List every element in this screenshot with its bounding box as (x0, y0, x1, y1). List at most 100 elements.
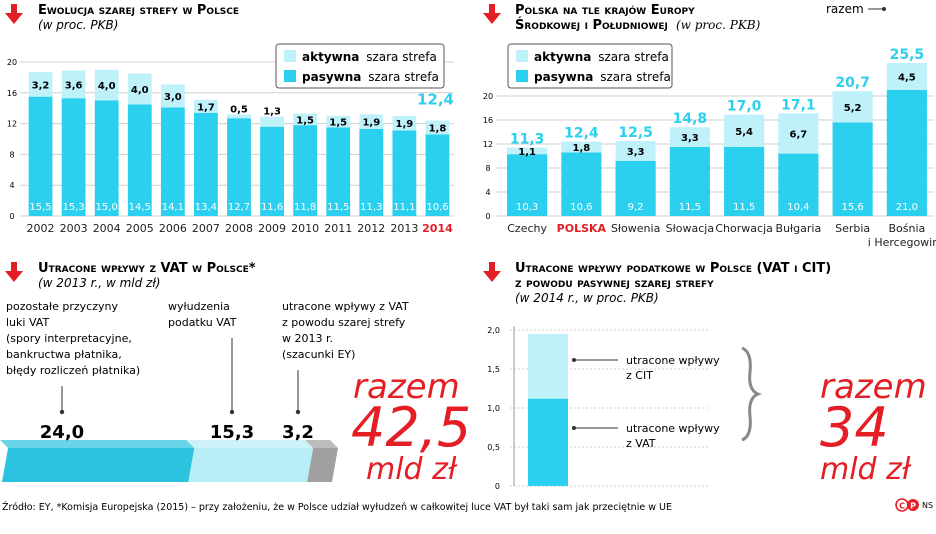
chart3-stacked-bar (0, 440, 338, 482)
bar-pasywna (28, 96, 53, 216)
legend2-pasywna-bold: pasywna (534, 70, 593, 84)
y-tick-label: 1,5 (487, 365, 500, 374)
bar-pasywna (61, 98, 86, 216)
y-tick-label: 8 (9, 150, 14, 159)
y-tick-label: 20 (483, 92, 493, 101)
value-label-aktywna: 3,3 (627, 147, 645, 158)
chart4-total-value: 34 (820, 396, 889, 459)
annotation-text: (szacunki EY) (282, 348, 355, 361)
source-note: Źródło: EY, *Komisja Europejska (2015) –… (2, 501, 672, 513)
y-tick-label: 0,5 (487, 443, 500, 452)
annotation-text: bankructwa płatnika, (6, 348, 122, 361)
annotation-dot (59, 409, 65, 415)
bar-pasywna (778, 153, 819, 216)
value-label-pasywna: 15,5 (29, 202, 51, 213)
red-arrow-down-icon (483, 262, 501, 282)
bar-pasywna (561, 152, 602, 216)
value-label-aktywna: 1,8 (429, 123, 447, 134)
y-tick-label: 12 (483, 140, 493, 149)
chart2-x-tick-labels: Czechy POLSKA Słowenia Słowacja Chorwacja Buł… (507, 222, 936, 249)
panel-vat-loss: Utracone wpływy z VAT w Polsce* (w 2013 … (0, 261, 471, 487)
chart4-annotations: utracone wpływy z VAT utracone wpływy z CIT (572, 354, 720, 450)
annotation-text: podatku VAT (168, 316, 237, 329)
copyright-logo-icon: C P (895, 498, 919, 512)
bar-aktywna (359, 114, 384, 129)
chart4-title-line2: z powodu pasywnej szarej strefy (515, 276, 714, 291)
segment-bar (188, 448, 314, 482)
annotation-text: z VAT (626, 437, 656, 450)
value-label-aktywna: 1,1 (518, 147, 536, 158)
bar-pasywna (127, 104, 152, 216)
value-label-pasywna: 11,6 (261, 202, 283, 213)
chart3-annotations: pozostałe przyczyny luki VAT (spory interp… (6, 300, 409, 443)
chart2-legend: aktywna szara strefa pasywna szara stref… (507, 43, 673, 89)
bar-aktywna (194, 99, 218, 113)
value-label-pasywna: 15,0 (96, 202, 118, 213)
chart4-total-unit: mld zł (820, 452, 912, 487)
y-tick-label: 2,0 (487, 326, 500, 335)
annotation-text: z powodu szarej strefy (282, 316, 406, 329)
chart3-total-value: 42,5 (351, 396, 471, 459)
segment-bar-top (305, 440, 338, 448)
y-tick-label: 20 (7, 58, 17, 67)
value-label-aktywna: 1,9 (362, 118, 380, 129)
chart3-subtitle: (w 2013 r., w mld zł) (38, 276, 160, 290)
legend-pasywna-swatch (284, 70, 296, 82)
chart1-legend: aktywna szara strefa pasywna szara stref… (275, 43, 445, 89)
panel-tax-loss: Utracone wpływy podatkowe w Polsce (VAT … (483, 261, 927, 491)
value-label-pasywna: 13,4 (195, 202, 217, 213)
bar-aktywna (326, 115, 351, 128)
x-tick-label: 2006 (159, 222, 187, 235)
panel-region: Polska na tle krajów Europy Środkowej i … (483, 2, 936, 249)
svg-text:C: C (899, 502, 905, 511)
y-tick-label: 4 (9, 181, 14, 190)
value-label-pasywna: 11,8 (294, 202, 316, 213)
x-tick-label: 2014 (422, 222, 453, 235)
chart1-title: Ewolucja szarej strefy w Polsce (38, 3, 239, 18)
value-label-pasywna: 21,0 (896, 202, 918, 213)
bar-cit (528, 333, 568, 399)
bar-pasywna (832, 122, 873, 216)
segment-value-label: 24,0 (40, 422, 84, 443)
annotation-dot (295, 409, 301, 415)
value-label-pasywna: 9,2 (628, 202, 644, 213)
bar-aktywna (778, 113, 819, 154)
value-label-pasywna: 11,1 (393, 202, 415, 213)
y-tick-label: 16 (483, 116, 493, 125)
annotation-text: utracone wpływy (626, 422, 720, 435)
segment-bar-top (0, 440, 195, 448)
bar-vat (528, 398, 568, 486)
chart2-title-line1: Polska na tle krajów Europy (515, 3, 695, 18)
value-label-aktywna: 5,4 (735, 127, 753, 138)
bar-aktywna (615, 141, 656, 161)
x-tick-label: Bułgaria (776, 222, 822, 235)
red-arrow-down-icon (483, 4, 501, 24)
value-label-pasywna: 11,3 (360, 202, 382, 213)
segment-bar (2, 448, 195, 482)
value-label-aktywna: 1,7 (197, 102, 215, 113)
y-tick-label: 12 (7, 120, 17, 129)
legend-aktywna-swatch (284, 50, 296, 62)
value-label-pasywna: 10,4 (787, 202, 809, 213)
value-label-pasywna: 11,5 (733, 202, 755, 213)
annotation-text: utracone wpływy (626, 354, 720, 367)
chart1-subtitle: (w proc. PKB) (38, 18, 118, 32)
segment-bar-top (186, 440, 314, 448)
bar-pasywna (227, 118, 251, 216)
x-tick-label: 2010 (291, 222, 319, 235)
x-tick-label: 2013 (390, 222, 418, 235)
legend2-aktywna-bold: aktywna (534, 50, 591, 64)
total-label: 12,5 (618, 125, 653, 141)
y-tick-label: 1,0 (487, 404, 500, 413)
svg-text:P: P (910, 502, 916, 511)
x-tick-label: 2002 (27, 222, 55, 235)
total-label: 12,4 (417, 91, 454, 109)
annotation-dot (229, 409, 235, 415)
value-label-aktywna: 1,8 (573, 143, 591, 154)
bar-aktywna (127, 73, 152, 105)
chart2-title-line2: Środkowej i Południowej (515, 17, 668, 33)
value-label-pasywna: 15,3 (62, 202, 84, 213)
annotation-text: (spory interpretacyjne, (6, 332, 132, 345)
svg-text:pasywna szara strefa: pasywna szara strefa (302, 70, 439, 84)
bar-pasywna (260, 126, 284, 216)
